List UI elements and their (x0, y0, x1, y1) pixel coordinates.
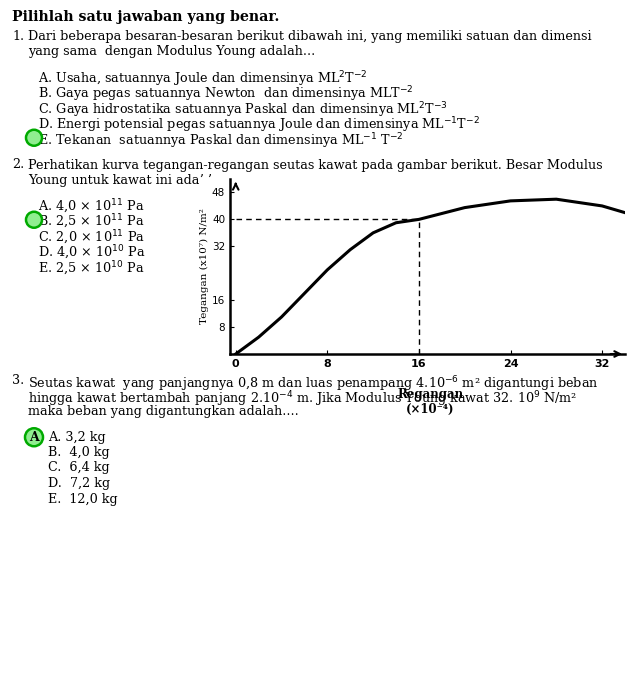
Text: Seutas kawat  yang panjangnya 0,8 m dan luas penampang 4.10$^{-6}$ m² digantungi: Seutas kawat yang panjangnya 0,8 m dan l… (28, 374, 598, 394)
Circle shape (25, 428, 43, 447)
Text: B.  4,0 kg: B. 4,0 kg (48, 446, 110, 459)
Text: C. Gaya hidrostatika satuannya Paskal dan dimensinya ML$^2$T$^{-3}$: C. Gaya hidrostatika satuannya Paskal da… (38, 100, 448, 120)
Text: A: A (29, 431, 39, 444)
Circle shape (26, 212, 42, 228)
Text: 3.: 3. (12, 374, 24, 387)
Text: 2.: 2. (12, 159, 24, 172)
Text: D.  7,2 kg: D. 7,2 kg (48, 477, 110, 490)
Text: E. Tekanan  satuannya Paskal dan dimensinya ML$^{-1}$ T$^{-2}$: E. Tekanan satuannya Paskal dan dimensin… (38, 131, 403, 150)
Text: (×10⁻⁴): (×10⁻⁴) (406, 403, 455, 416)
Text: Young untuk kawat ini adaʼ ʼ: Young untuk kawat ini adaʼ ʼ (28, 174, 212, 187)
Text: C. 2,0 × 10$^{11}$ Pa: C. 2,0 × 10$^{11}$ Pa (38, 229, 145, 247)
Text: E.  12,0 kg: E. 12,0 kg (48, 493, 117, 506)
Text: Regangan: Regangan (398, 387, 463, 401)
Text: A. 4,0 × 10$^{11}$ Pa: A. 4,0 × 10$^{11}$ Pa (38, 197, 144, 216)
Text: 1.: 1. (12, 30, 24, 43)
Text: hingga kawat bertambah panjang 2.10$^{-4}$ m. Jika Modulus Young kawat 32. 10$^9: hingga kawat bertambah panjang 2.10$^{-4… (28, 390, 577, 409)
Y-axis label: Tegangan (x10⁷) N/m²: Tegangan (x10⁷) N/m² (200, 209, 209, 324)
Text: maka beban yang digantungkan adalah....: maka beban yang digantungkan adalah.... (28, 405, 299, 418)
Text: B. 2,5 × 10$^{11}$ Pa: B. 2,5 × 10$^{11}$ Pa (38, 213, 144, 231)
Text: Dari beberapa besaran-besaran berikut dibawah ini, yang memiliki satuan dan dime: Dari beberapa besaran-besaran berikut di… (28, 30, 592, 43)
Text: A. 3,2 kg: A. 3,2 kg (48, 431, 106, 444)
Text: D. Energi potensial pegas satuannya Joule dan dimensinya ML$^{-1}$T$^{-2}$: D. Energi potensial pegas satuannya Joul… (38, 115, 480, 135)
Text: C.  6,4 kg: C. 6,4 kg (48, 462, 110, 475)
Text: Pilihlah satu jawaban yang benar.: Pilihlah satu jawaban yang benar. (12, 10, 279, 24)
Text: yang sama  dengan Modulus Young adalah...: yang sama dengan Modulus Young adalah... (28, 45, 315, 58)
Text: E. 2,5 × 10$^{10}$ Pa: E. 2,5 × 10$^{10}$ Pa (38, 260, 144, 278)
Circle shape (26, 130, 42, 146)
Text: Perhatikan kurva tegangan-regangan seutas kawat pada gambar berikut. Besar Modul: Perhatikan kurva tegangan-regangan seuta… (28, 159, 603, 172)
Text: B. Gaya pegas satuannya Newton  dan dimensinya MLT$^{-2}$: B. Gaya pegas satuannya Newton dan dimen… (38, 85, 413, 104)
Text: D. 4,0 × 10$^{10}$ Pa: D. 4,0 × 10$^{10}$ Pa (38, 244, 145, 262)
Text: A. Usaha, satuannya Joule dan dimensinya ML$^2$T$^{-2}$: A. Usaha, satuannya Joule dan dimensinya… (38, 69, 367, 89)
